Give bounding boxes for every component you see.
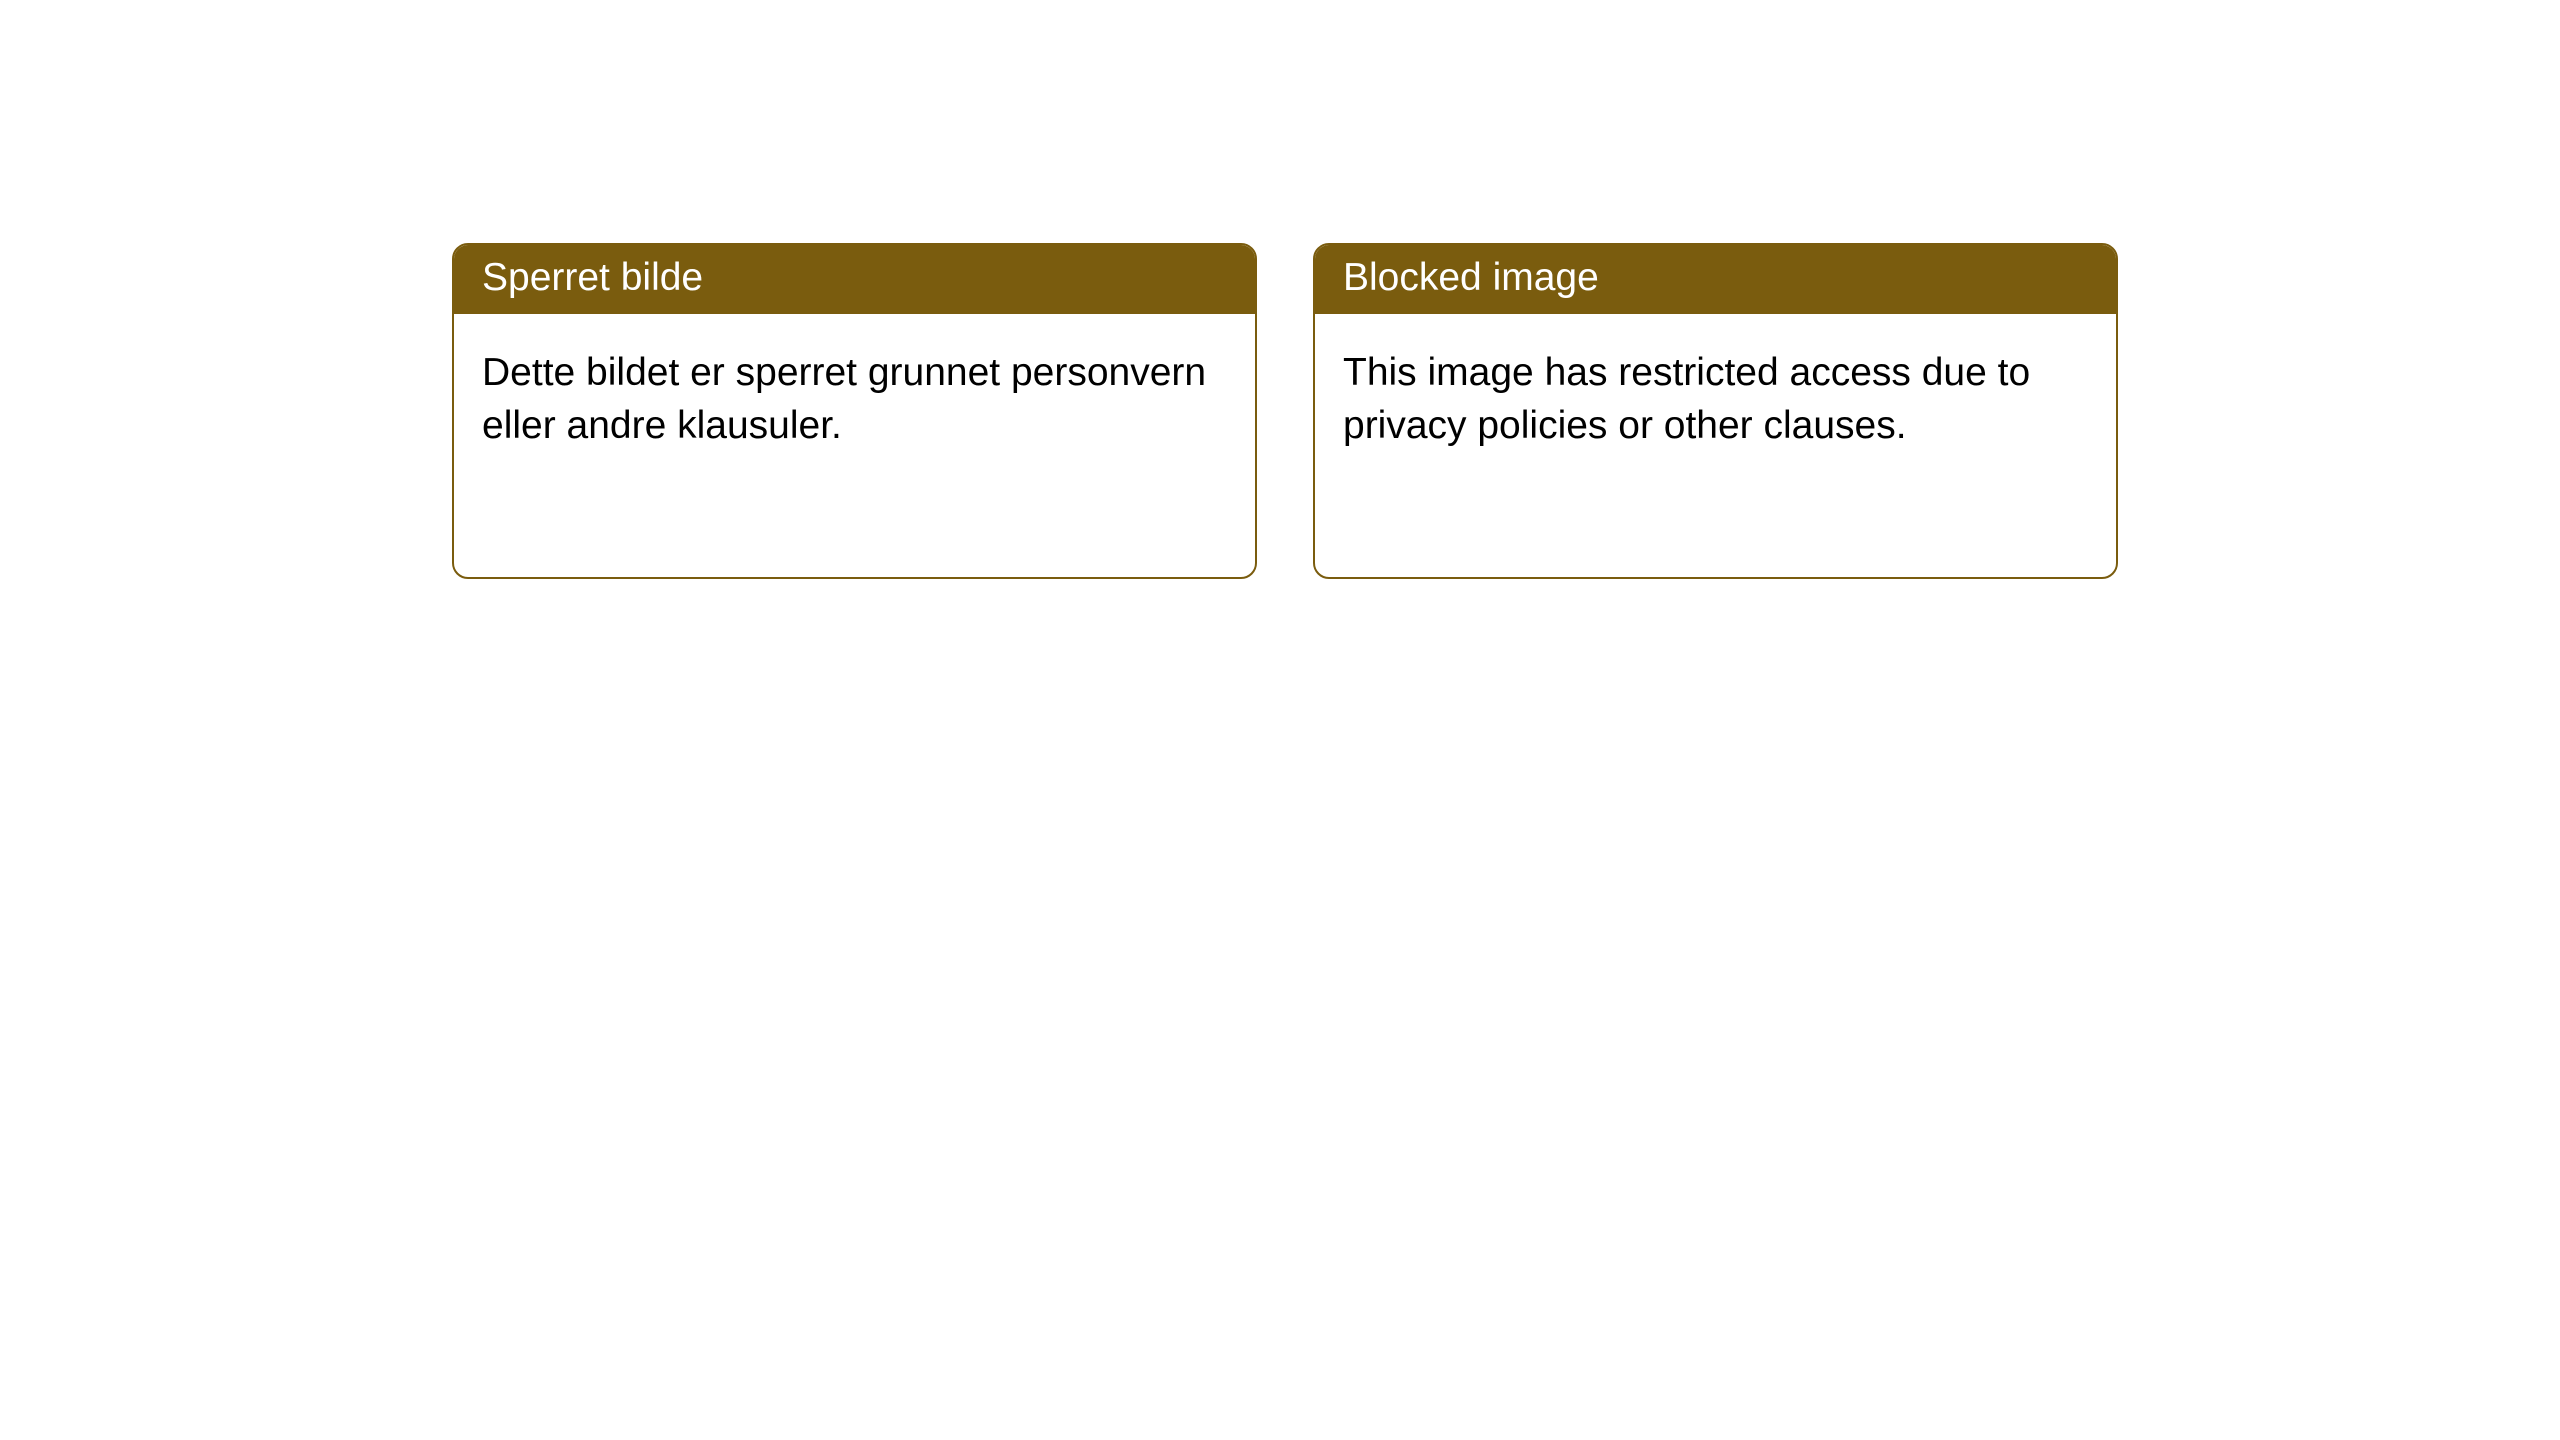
notice-box-no: Sperret bilde Dette bildet er sperret gr… [452,243,1257,579]
notices-container: Sperret bilde Dette bildet er sperret gr… [0,0,2560,579]
notice-title-no: Sperret bilde [454,245,1255,314]
notice-title-en: Blocked image [1315,245,2116,314]
notice-body-en: This image has restricted access due to … [1315,314,2116,484]
notice-body-no: Dette bildet er sperret grunnet personve… [454,314,1255,484]
notice-box-en: Blocked image This image has restricted … [1313,243,2118,579]
